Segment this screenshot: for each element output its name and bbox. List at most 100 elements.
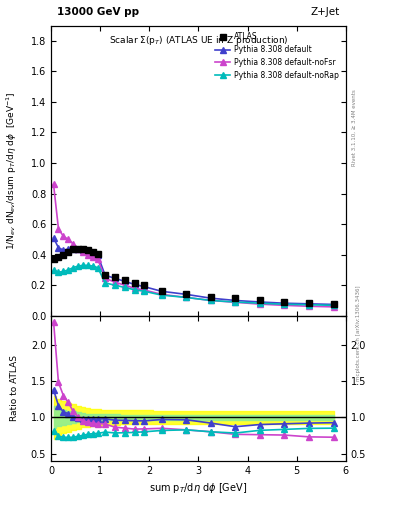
Pythia 8.308 default-noRap: [307, 302, 311, 308]
Pythia 8.308 default-noFsr: [257, 301, 262, 307]
Text: mcplots.cern.ch [arXiv:1306.3436]: mcplots.cern.ch [arXiv:1306.3436]: [356, 285, 361, 380]
Pythia 8.308 default-noFsr: [66, 237, 71, 243]
ATLAS: [233, 295, 238, 301]
Pythia 8.308 default-noRap: [208, 297, 213, 304]
Text: 13000 GeV pp: 13000 GeV pp: [57, 7, 139, 17]
ATLAS: [86, 247, 90, 253]
Pythia 8.308 default-noRap: [132, 287, 137, 293]
Pythia 8.308 default-noRap: [103, 280, 108, 286]
Pythia 8.308 default-noFsr: [95, 256, 100, 262]
ATLAS: [90, 248, 95, 254]
ATLAS: [184, 290, 189, 296]
Pythia 8.308 default-noRap: [51, 267, 56, 273]
Text: Z+Jet: Z+Jet: [311, 7, 340, 17]
Y-axis label: Ratio to ATLAS: Ratio to ATLAS: [10, 355, 19, 421]
Pythia 8.308 default-noRap: [257, 300, 262, 306]
Pythia 8.308 default-noRap: [113, 282, 118, 288]
Pythia 8.308 default-noFsr: [208, 297, 213, 304]
Pythia 8.308 default: [142, 284, 147, 290]
Pythia 8.308 default: [257, 299, 262, 305]
Pythia 8.308 default: [208, 295, 213, 301]
Pythia 8.308 default-noFsr: [56, 226, 61, 232]
Pythia 8.308 default: [282, 300, 287, 306]
Text: Scalar $\Sigma$(p$_T$) (ATLAS UE in Z production): Scalar $\Sigma$(p$_T$) (ATLAS UE in Z pr…: [108, 34, 288, 47]
Pythia 8.308 default-noRap: [184, 294, 189, 301]
ATLAS: [307, 300, 311, 306]
ATLAS: [51, 256, 56, 262]
Pythia 8.308 default: [71, 245, 75, 251]
Pythia 8.308 default: [86, 248, 90, 254]
ATLAS: [282, 299, 287, 305]
Pythia 8.308 default-noRap: [142, 288, 147, 294]
Pythia 8.308 default-noRap: [76, 263, 81, 269]
Pythia 8.308 default-noRap: [81, 262, 85, 268]
Pythia 8.308 default-noFsr: [123, 282, 127, 288]
Pythia 8.308 default-noFsr: [61, 233, 66, 240]
Pythia 8.308 default: [123, 279, 127, 285]
Pythia 8.308 default-noRap: [86, 262, 90, 268]
Pythia 8.308 default: [103, 272, 108, 279]
ATLAS: [56, 254, 61, 260]
Pythia 8.308 default-noFsr: [81, 248, 85, 254]
ATLAS: [71, 246, 75, 252]
Pythia 8.308 default-noRap: [61, 268, 66, 274]
ATLAS: [66, 249, 71, 255]
ATLAS: [103, 271, 108, 278]
Pythia 8.308 default: [132, 282, 137, 288]
Pythia 8.308 default-noFsr: [159, 291, 164, 297]
Pythia 8.308 default: [331, 302, 336, 308]
Pythia 8.308 default-noFsr: [103, 275, 108, 282]
Pythia 8.308 default: [90, 250, 95, 256]
Pythia 8.308 default: [95, 252, 100, 259]
X-axis label: sum p$_T$/d$\eta$ d$\phi$ [GeV]: sum p$_T$/d$\eta$ d$\phi$ [GeV]: [149, 481, 248, 495]
ATLAS: [331, 301, 336, 307]
Text: Rivet 3.1.10, ≥ 3.4M events: Rivet 3.1.10, ≥ 3.4M events: [352, 90, 357, 166]
Pythia 8.308 default-noRap: [95, 265, 100, 271]
Y-axis label: 1/N$_{ev}$ dN$_{ev}$/dsum p$_T$/d$\eta$ d$\phi$  [GeV$^{-1}$]: 1/N$_{ev}$ dN$_{ev}$/dsum p$_T$/d$\eta$ …: [4, 91, 19, 250]
ATLAS: [113, 274, 118, 280]
Pythia 8.308 default-noFsr: [113, 279, 118, 285]
ATLAS: [95, 251, 100, 257]
Pythia 8.308 default-noFsr: [90, 254, 95, 260]
Pythia 8.308 default-noFsr: [307, 303, 311, 309]
ATLAS: [208, 293, 213, 300]
Pythia 8.308 default-noRap: [159, 292, 164, 298]
Line: Pythia 8.308 default: Pythia 8.308 default: [51, 235, 336, 307]
Pythia 8.308 default-noRap: [233, 299, 238, 305]
Pythia 8.308 default: [56, 245, 61, 251]
Pythia 8.308 default: [66, 246, 71, 252]
Line: Pythia 8.308 default-noRap: Pythia 8.308 default-noRap: [51, 263, 336, 308]
Pythia 8.308 default-noFsr: [51, 181, 56, 187]
Pythia 8.308 default-noFsr: [282, 302, 287, 308]
Pythia 8.308 default: [81, 247, 85, 253]
Legend: ATLAS, Pythia 8.308 default, Pythia 8.308 default-noFsr, Pythia 8.308 default-no: ATLAS, Pythia 8.308 default, Pythia 8.30…: [212, 29, 342, 83]
Pythia 8.308 default: [61, 247, 66, 253]
Line: ATLAS: ATLAS: [50, 245, 337, 307]
Pythia 8.308 default: [113, 275, 118, 282]
Pythia 8.308 default-noRap: [90, 263, 95, 269]
Pythia 8.308 default-noFsr: [86, 251, 90, 258]
Pythia 8.308 default-noRap: [282, 301, 287, 307]
Pythia 8.308 default: [76, 246, 81, 252]
Line: Pythia 8.308 default-noFsr: Pythia 8.308 default-noFsr: [51, 182, 336, 310]
ATLAS: [132, 280, 137, 286]
Pythia 8.308 default-noRap: [56, 269, 61, 275]
Pythia 8.308 default: [233, 297, 238, 304]
Pythia 8.308 default-noFsr: [71, 241, 75, 247]
ATLAS: [61, 251, 66, 258]
Pythia 8.308 default-noFsr: [184, 294, 189, 301]
Pythia 8.308 default-noRap: [123, 284, 127, 290]
Pythia 8.308 default: [307, 301, 311, 307]
ATLAS: [81, 245, 85, 251]
Pythia 8.308 default: [159, 288, 164, 294]
Pythia 8.308 default: [51, 235, 56, 241]
Pythia 8.308 default-noFsr: [233, 299, 238, 305]
Pythia 8.308 default-noFsr: [76, 245, 81, 251]
Pythia 8.308 default-noFsr: [132, 285, 137, 291]
Pythia 8.308 default-noFsr: [331, 304, 336, 310]
Pythia 8.308 default: [184, 291, 189, 297]
Pythia 8.308 default-noRap: [66, 267, 71, 273]
Pythia 8.308 default-noFsr: [142, 287, 147, 293]
ATLAS: [123, 277, 127, 283]
Pythia 8.308 default-noRap: [71, 265, 75, 271]
